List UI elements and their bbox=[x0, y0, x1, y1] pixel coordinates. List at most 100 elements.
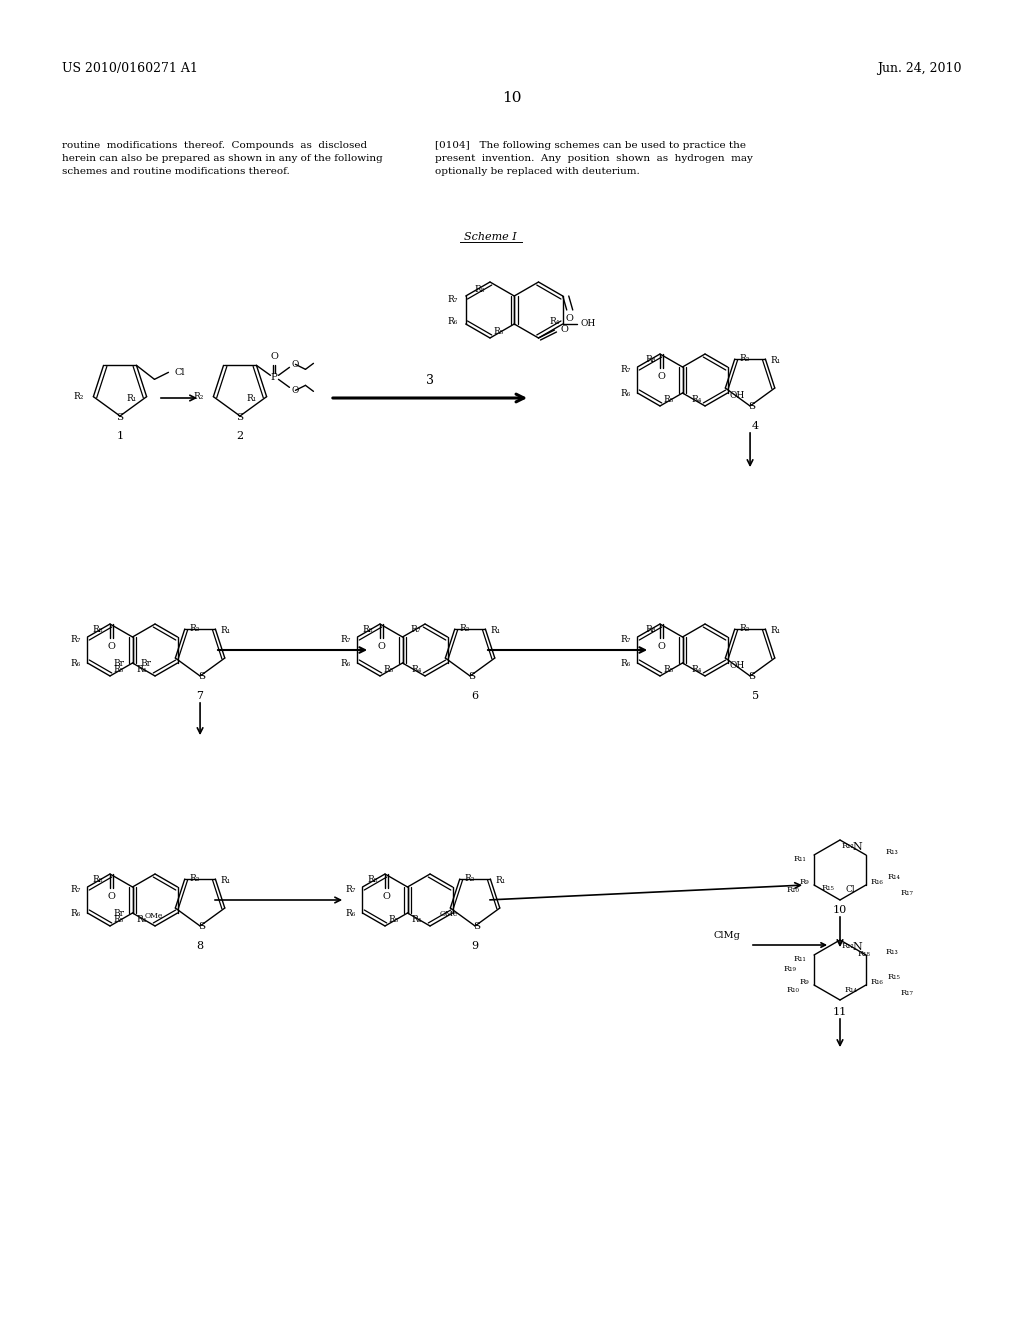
Text: schemes and routine modifications thereof.: schemes and routine modifications thereo… bbox=[62, 168, 290, 176]
Text: R₁₁: R₁₁ bbox=[794, 954, 806, 964]
Text: R₁₃: R₁₃ bbox=[886, 948, 899, 956]
Text: R₅: R₅ bbox=[663, 664, 674, 673]
Text: R₁: R₁ bbox=[770, 356, 780, 366]
Text: S: S bbox=[749, 672, 756, 681]
Text: R₄: R₄ bbox=[136, 664, 147, 673]
Text: Br: Br bbox=[114, 660, 125, 668]
Text: 4: 4 bbox=[752, 421, 759, 432]
Text: 1: 1 bbox=[117, 432, 124, 441]
Text: R₆: R₆ bbox=[71, 659, 81, 668]
Text: S: S bbox=[237, 413, 244, 422]
Text: R₈: R₈ bbox=[362, 626, 373, 635]
Text: R₁₀: R₁₀ bbox=[786, 986, 799, 994]
Text: 3: 3 bbox=[426, 374, 434, 387]
Text: R₅: R₅ bbox=[113, 915, 123, 924]
Text: O: O bbox=[108, 892, 115, 902]
Text: R₁₅: R₁₅ bbox=[888, 973, 901, 981]
Text: R₇: R₇ bbox=[70, 884, 81, 894]
Text: US 2010/0160271 A1: US 2010/0160271 A1 bbox=[62, 62, 198, 75]
Text: O: O bbox=[108, 642, 115, 651]
Text: R₂: R₂ bbox=[739, 624, 751, 634]
Text: R₁: R₁ bbox=[220, 627, 230, 635]
Text: present  invention.  Any  position  shown  as  hydrogen  may: present invention. Any position shown as… bbox=[435, 154, 753, 162]
Text: R₁₀: R₁₀ bbox=[786, 886, 799, 894]
Text: R₁: R₁ bbox=[220, 876, 230, 886]
Text: R₆: R₆ bbox=[340, 659, 350, 668]
Text: Scheme I: Scheme I bbox=[464, 232, 516, 242]
Text: R₂: R₂ bbox=[465, 874, 475, 883]
Text: 2: 2 bbox=[237, 432, 244, 441]
Text: R₆: R₆ bbox=[621, 659, 631, 668]
Text: R₆: R₆ bbox=[71, 908, 81, 917]
Text: OMe: OMe bbox=[144, 912, 163, 920]
Text: 11: 11 bbox=[833, 1007, 847, 1016]
Text: R₈: R₈ bbox=[645, 626, 656, 635]
Text: R₇: R₇ bbox=[447, 294, 458, 304]
Text: R₉: R₉ bbox=[800, 978, 809, 986]
Text: O: O bbox=[560, 326, 568, 334]
Text: O: O bbox=[657, 372, 665, 381]
Text: S: S bbox=[473, 921, 480, 931]
Text: S: S bbox=[117, 413, 124, 422]
Text: R₁₇: R₁₇ bbox=[901, 989, 913, 997]
Text: R₁₁: R₁₁ bbox=[794, 855, 806, 863]
Text: R₂: R₂ bbox=[193, 392, 204, 401]
Text: S: S bbox=[749, 403, 756, 411]
Text: Cl: Cl bbox=[846, 884, 856, 894]
Text: O: O bbox=[657, 642, 665, 651]
Text: 10: 10 bbox=[502, 91, 522, 106]
Text: R₅: R₅ bbox=[388, 915, 398, 924]
Text: S: S bbox=[199, 672, 206, 681]
Text: R₁₇: R₁₇ bbox=[901, 888, 913, 898]
Text: R₄: R₄ bbox=[691, 664, 702, 673]
Text: R₅: R₅ bbox=[493, 326, 504, 335]
Text: routine  modifications  thereof.  Compounds  as  disclosed: routine modifications thereof. Compounds… bbox=[62, 141, 368, 150]
Text: O: O bbox=[292, 385, 299, 395]
Text: R₁₆: R₁₆ bbox=[871, 878, 884, 886]
Text: OMe: OMe bbox=[440, 909, 459, 917]
Text: R₇: R₇ bbox=[621, 364, 631, 374]
Text: 5: 5 bbox=[752, 690, 759, 701]
Text: R₅: R₅ bbox=[383, 664, 393, 673]
Text: Br: Br bbox=[140, 660, 152, 668]
Text: R₂: R₂ bbox=[73, 392, 83, 401]
Text: ClMg: ClMg bbox=[713, 931, 740, 940]
Text: R₁₂: R₁₂ bbox=[842, 942, 855, 950]
Text: N: N bbox=[852, 842, 862, 853]
Text: R₆: R₆ bbox=[621, 388, 631, 397]
Text: R₁₉: R₁₉ bbox=[783, 965, 796, 973]
Text: R₇: R₇ bbox=[70, 635, 81, 644]
Text: 6: 6 bbox=[471, 690, 478, 701]
Text: R₁: R₁ bbox=[496, 876, 506, 886]
Text: R₇: R₇ bbox=[340, 635, 350, 644]
Text: O: O bbox=[292, 360, 299, 368]
Text: O: O bbox=[566, 314, 573, 323]
Text: R₄: R₄ bbox=[691, 395, 702, 404]
Text: R₈: R₈ bbox=[368, 875, 378, 884]
Text: R₄: R₄ bbox=[549, 318, 560, 326]
Text: 7: 7 bbox=[197, 690, 204, 701]
Text: R₁: R₁ bbox=[490, 627, 501, 635]
Text: R₁₆: R₁₆ bbox=[871, 978, 884, 986]
Text: R₄: R₄ bbox=[412, 915, 422, 924]
Text: herein can also be prepared as shown in any of the following: herein can also be prepared as shown in … bbox=[62, 154, 383, 162]
Text: R₆: R₆ bbox=[447, 318, 458, 326]
Text: [0104]   The following schemes can be used to practice the: [0104] The following schemes can be used… bbox=[435, 141, 746, 150]
Text: R₄: R₄ bbox=[136, 915, 147, 924]
Text: R₂: R₂ bbox=[739, 355, 751, 363]
Text: OH: OH bbox=[729, 660, 744, 669]
Text: 9: 9 bbox=[471, 941, 478, 950]
Text: Cl: Cl bbox=[174, 368, 185, 376]
Text: R₁₄: R₁₄ bbox=[888, 873, 901, 880]
Text: R₂: R₂ bbox=[189, 624, 200, 634]
Text: R₁: R₁ bbox=[126, 395, 136, 403]
Text: R₁: R₁ bbox=[247, 395, 257, 403]
Text: 10: 10 bbox=[833, 906, 847, 915]
Text: R₂: R₂ bbox=[189, 874, 200, 883]
Text: S: S bbox=[469, 672, 475, 681]
Text: OH: OH bbox=[729, 391, 744, 400]
Text: R₉: R₉ bbox=[800, 878, 809, 886]
Text: optionally be replaced with deuterium.: optionally be replaced with deuterium. bbox=[435, 168, 640, 176]
Text: R₈: R₈ bbox=[475, 285, 485, 294]
Text: R₁₃: R₁₃ bbox=[886, 847, 899, 855]
